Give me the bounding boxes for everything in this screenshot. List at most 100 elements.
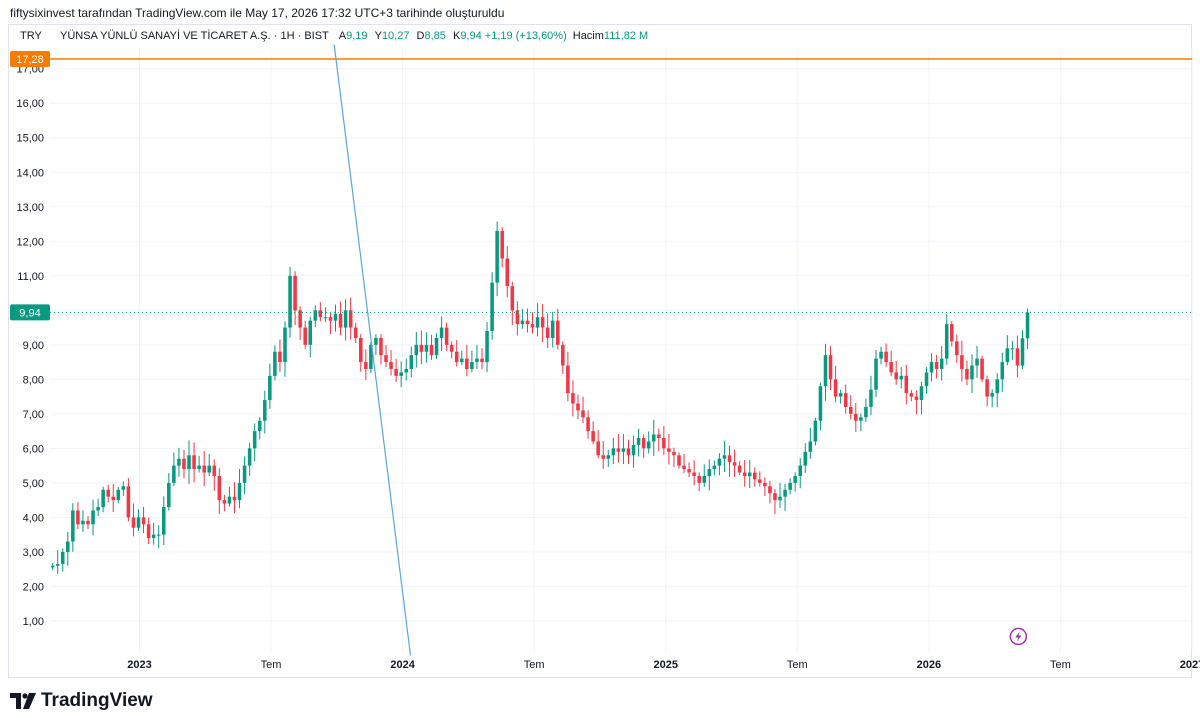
candle-body [242, 465, 247, 483]
candle [1025, 308, 1030, 349]
candle-body [586, 417, 590, 432]
candle [81, 510, 85, 532]
candle-body [657, 434, 661, 439]
last-price-label: 9,94 [19, 307, 40, 319]
candle [798, 458, 802, 489]
candle [399, 361, 403, 388]
grid-lines [50, 48, 1193, 652]
candle [419, 330, 424, 365]
candle-body [768, 486, 772, 494]
candle-body [91, 510, 95, 525]
candle [778, 482, 782, 508]
candle-body [793, 475, 797, 483]
candle-body [288, 275, 292, 328]
candle [303, 321, 307, 349]
candle [358, 334, 363, 372]
candle-body [505, 258, 510, 287]
candle [616, 434, 621, 463]
alert-price-label: 17,28 [16, 54, 44, 66]
candle [712, 460, 717, 476]
candle-body [96, 507, 100, 511]
candle [692, 460, 696, 486]
y-tick-label: 6,00 [23, 443, 44, 455]
trendline[interactable] [333, 44, 412, 656]
candle-body [404, 368, 408, 373]
candle [525, 308, 530, 333]
candle [323, 307, 328, 322]
candle-body [571, 393, 575, 404]
candle-body [596, 441, 600, 456]
candle-body [419, 344, 424, 352]
candle-body [384, 355, 388, 363]
candle [460, 350, 464, 366]
candle [505, 245, 510, 298]
candle-body [566, 365, 570, 394]
candle [854, 403, 858, 432]
high-key: Y [374, 30, 382, 42]
candle-body [232, 496, 237, 501]
candle-body [86, 520, 90, 525]
candle [237, 468, 242, 509]
candle [454, 340, 459, 367]
candle [990, 389, 994, 408]
candle-body [934, 362, 939, 369]
candle [404, 358, 408, 381]
candle [470, 350, 474, 373]
candle-body [126, 486, 131, 518]
candle [566, 351, 570, 402]
candle [247, 442, 252, 476]
candle [106, 484, 110, 503]
candle [909, 390, 914, 402]
candle [182, 449, 186, 479]
candle-body [950, 324, 954, 342]
candle [379, 334, 383, 365]
candle [929, 353, 934, 382]
candle-body [939, 358, 944, 369]
candle-body [995, 379, 1000, 394]
volume-key: Hacim [572, 30, 604, 42]
y-tick-label: 14,00 [16, 167, 44, 179]
candle-body [763, 482, 767, 487]
candle-body [737, 465, 742, 473]
currency-label: TRY [20, 30, 42, 42]
candle-body [121, 486, 126, 490]
candle [187, 440, 191, 484]
symbol-title[interactable]: YÜNSA YÜNLÜ SANAYİ VE TİCARET A.Ş. · 1H … [60, 30, 329, 42]
candle [1000, 352, 1005, 392]
candle [687, 462, 691, 478]
candle-body [252, 431, 257, 449]
candle-body [263, 400, 267, 421]
candle-body [955, 341, 959, 356]
candle [727, 445, 732, 477]
candle-body [374, 337, 378, 345]
candle-body [869, 389, 873, 407]
candle [732, 449, 737, 477]
candle [677, 452, 681, 469]
candle-body [66, 541, 70, 552]
candle-body [101, 489, 105, 508]
candle-body [626, 448, 631, 456]
y-tick-label: 16,00 [16, 98, 44, 110]
candle [641, 434, 646, 459]
tradingview-logo[interactable]: TradingView [10, 690, 153, 712]
ohlc-values: A9,19 Y10,27 D8,85 K9,94 +1,19 (+13,60%) [335, 30, 567, 42]
candle [111, 484, 116, 512]
candle [975, 345, 979, 378]
candle-body [257, 420, 262, 432]
candle-body [965, 368, 969, 380]
candle-body [884, 351, 888, 363]
candle [803, 443, 808, 473]
candle [611, 437, 616, 464]
candle [985, 375, 989, 407]
candle-body [460, 358, 464, 363]
candle-body [318, 310, 323, 318]
candle-body [747, 472, 752, 476]
candle [146, 517, 151, 544]
candle-body [576, 403, 580, 411]
lightning-icon[interactable] [1009, 627, 1028, 646]
candle-body [672, 451, 676, 456]
candle-body [677, 455, 681, 466]
candle-body [182, 458, 186, 470]
chart-attribution: fiftysixinvest tarafından TradingView.co… [10, 6, 505, 20]
